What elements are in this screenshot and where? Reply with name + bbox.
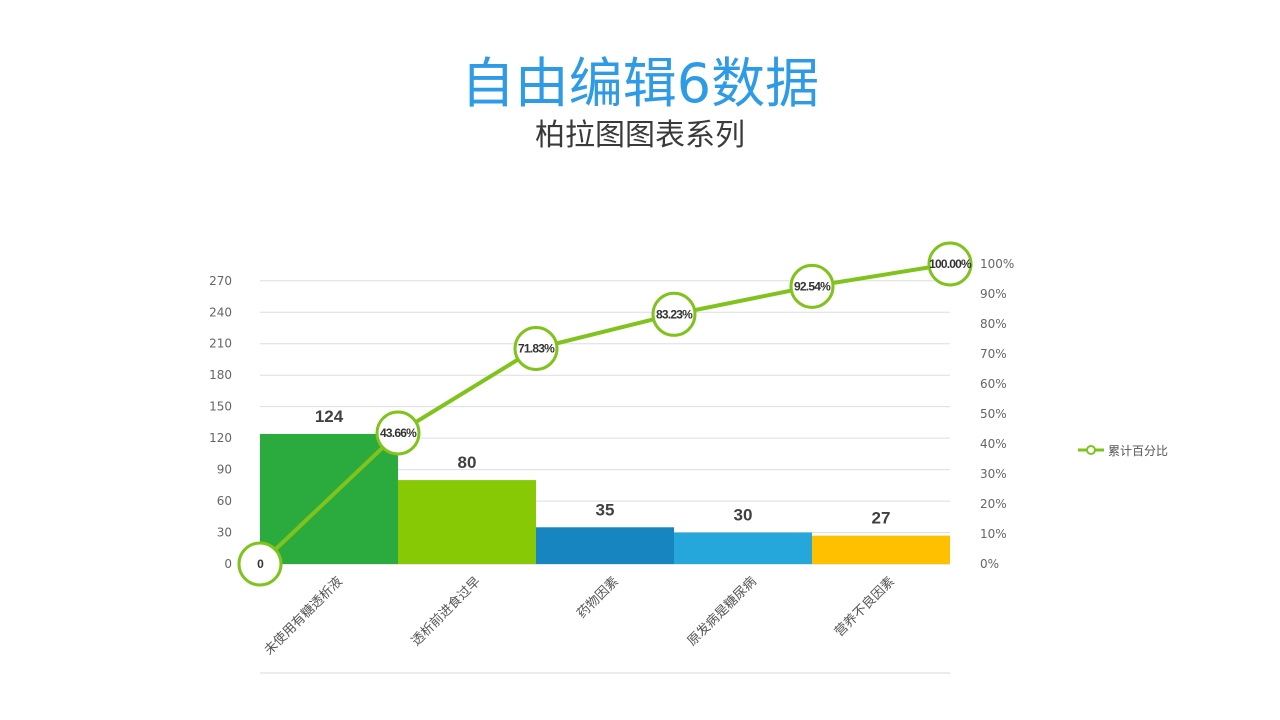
right-axis-tick: 80% <box>980 317 1007 331</box>
bar-data-label: 80 <box>458 453 477 472</box>
cumulative-data-label: 0 <box>257 557 264 571</box>
left-axis-tick: 60 <box>217 494 232 508</box>
bar-data-label: 27 <box>872 509 891 528</box>
right-axis-tick: 50% <box>980 407 1007 421</box>
cumulative-point <box>789 263 835 309</box>
left-axis-tick: 240 <box>209 305 232 319</box>
cumulative-data-label: 100.00% <box>929 257 972 271</box>
right-axis-tick: 70% <box>980 347 1007 361</box>
category-label: 原发病是糖尿病 <box>684 574 760 650</box>
bar-data-label: 30 <box>734 506 753 525</box>
category-label: 透析前进食过早 <box>408 574 484 650</box>
cumulative-point <box>513 326 559 372</box>
left-axis-tick: 270 <box>209 274 232 288</box>
right-axis-tick: 30% <box>980 467 1007 481</box>
bar-data-label: 35 <box>596 500 615 519</box>
bar-2 <box>398 480 536 564</box>
cumulative-point <box>375 410 421 456</box>
cumulative-data-label: 83.23% <box>656 307 693 321</box>
left-axis-tick: 0 <box>224 557 232 571</box>
cumulative-point <box>651 291 697 337</box>
legend-label: 累计百分比 <box>1108 444 1168 458</box>
left-axis-tick: 120 <box>209 431 232 445</box>
cumulative-data-label: 71.83% <box>518 342 555 356</box>
right-axis-tick: 20% <box>980 497 1007 511</box>
right-axis-tick: 10% <box>980 527 1007 541</box>
left-axis-tick: 180 <box>209 368 232 382</box>
category-label: 营养不良因素 <box>831 574 897 640</box>
chart-subtitle: 柏拉图图表系列 <box>535 118 745 153</box>
left-axis-tick: 210 <box>209 337 232 351</box>
bar-4 <box>674 532 812 564</box>
category-label: 未使用有糖透析液 <box>261 574 346 659</box>
right-axis-tick: 40% <box>980 437 1007 451</box>
cumulative-line <box>258 262 951 566</box>
cumulative-data-label: 92.54% <box>794 279 831 293</box>
bar-3 <box>536 527 674 564</box>
bar-data-label: 124 <box>315 407 344 426</box>
left-axis-tick: 30 <box>217 526 232 540</box>
right-axis-tick: 60% <box>980 377 1007 391</box>
cumulative-point <box>927 241 973 287</box>
legend-marker-icon <box>1086 445 1096 455</box>
right-axis-tick: 90% <box>980 287 1007 301</box>
bar-5 <box>812 535 950 564</box>
left-axis-tick: 90 <box>217 463 232 477</box>
cumulative-data-label: 43.66% <box>380 426 417 440</box>
left-axis-tick: 150 <box>209 400 232 414</box>
cumulative-point <box>237 541 283 587</box>
right-axis-tick: 0% <box>980 557 999 571</box>
chart-title: 自由编辑6数据 <box>460 52 820 115</box>
category-label: 药物因素 <box>574 574 621 621</box>
right-axis-tick: 100% <box>980 257 1014 271</box>
